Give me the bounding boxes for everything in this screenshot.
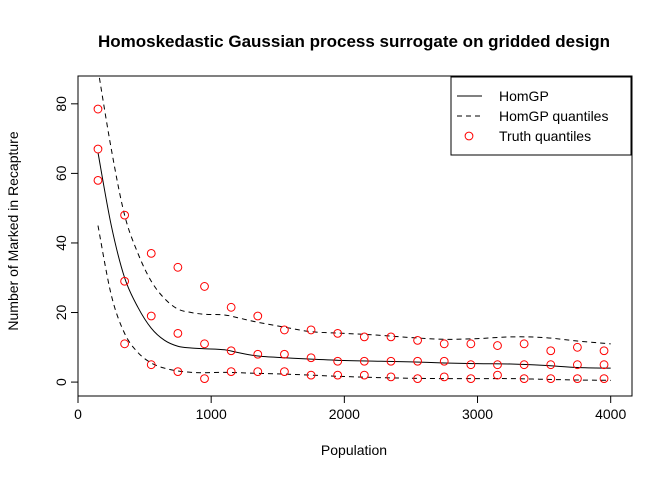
truth-quantile-point: [546, 374, 556, 384]
truth-quantile-point: [439, 372, 449, 382]
truth-quantile-point: [120, 210, 130, 220]
truth-quantile-point: [413, 335, 422, 345]
truth-quantile-point: [146, 360, 156, 370]
y-tick-label: 80: [53, 96, 69, 112]
truth-quantile-point: [200, 374, 209, 384]
truth-quantile-point: [572, 360, 582, 370]
truth-quantile-point: [546, 360, 556, 370]
legend-label: Truth quantiles: [499, 128, 591, 144]
truth-quantile-point: [386, 372, 396, 382]
truth-quantile-point: [93, 104, 103, 114]
truth-quantile-point: [466, 339, 476, 349]
truth-quantile-point: [359, 370, 369, 380]
y-tick-label: 40: [53, 235, 69, 251]
truth-quantile-point: [306, 353, 316, 363]
truth-quantile-point: [306, 325, 316, 335]
truth-quantile-point: [200, 339, 209, 349]
truth-quantile-point: [413, 356, 422, 366]
y-tick-label: 0: [53, 378, 69, 386]
truth-quantile-point: [599, 346, 609, 356]
truth-quantiles-points: [93, 104, 609, 384]
truth-quantile-point: [572, 342, 582, 352]
chart-title: Homoskedastic Gaussian process surrogate…: [98, 32, 610, 51]
truth-quantile-point: [599, 374, 609, 384]
plot-frame: [77, 75, 633, 397]
truth-quantile-point: [333, 356, 343, 366]
x-tick-label: 2000: [329, 406, 360, 422]
truth-quantile-point: [173, 367, 183, 377]
truth-quantile-point: [173, 262, 183, 272]
truth-quantile-point: [493, 370, 502, 380]
homgp-mean-line: [97, 152, 611, 369]
x-tick-label: 4000: [595, 406, 626, 422]
truth-quantile-point: [146, 248, 156, 258]
truth-quantile-point: [333, 328, 343, 338]
truth-quantile-point: [519, 374, 529, 384]
truth-quantile-point: [226, 346, 236, 356]
truth-quantile-point: [146, 311, 156, 321]
truth-quantile-point: [519, 339, 529, 349]
truth-quantile-point: [359, 356, 369, 366]
truth-quantile-point: [306, 370, 316, 380]
legend: HomGP HomGP quantiles Truth quantiles: [450, 76, 632, 156]
truth-quantile-point: [413, 374, 422, 384]
truth-quantile-point: [519, 360, 529, 370]
truth-quantile-point: [493, 341, 502, 350]
y-tick-label: 20: [53, 305, 69, 321]
legend-label: HomGP quantiles: [499, 108, 608, 124]
truth-quantile-point: [466, 360, 476, 370]
truth-quantile-point: [280, 349, 289, 359]
truth-quantile-point: [386, 356, 396, 366]
legend-label: HomGP: [499, 88, 549, 104]
truth-quantile-point: [226, 302, 236, 312]
truth-quantile-point: [359, 332, 369, 342]
truth-quantile-point: [93, 144, 103, 154]
truth-quantile-point: [599, 360, 609, 370]
truth-quantile-point: [439, 356, 449, 366]
truth-quantile-point: [466, 374, 476, 384]
truth-quantile-point: [546, 346, 556, 356]
truth-quantile-point: [386, 332, 396, 342]
legend-box: [450, 76, 632, 156]
x-tick-label: 1000: [196, 406, 227, 422]
truth-quantile-point: [200, 282, 209, 291]
y-tick-label: 60: [53, 165, 69, 181]
truth-quantile-point: [439, 339, 449, 349]
truth-quantile-point: [280, 367, 289, 377]
x-tick-label: 3000: [462, 406, 493, 422]
truth-quantile-point: [253, 367, 263, 377]
homgp-quantile-line-0: [98, 76, 611, 345]
truth-quantile-point: [493, 360, 502, 370]
legend-circle-swatch: [464, 131, 474, 141]
truth-quantile-point: [280, 325, 289, 335]
truth-quantile-point: [120, 339, 130, 349]
truth-quantile-point: [173, 328, 183, 338]
homgp-quantile-line-1: [97, 225, 611, 381]
truth-quantile-point: [333, 370, 343, 380]
x-tick-label: 0: [74, 406, 82, 422]
x-axis-label: Population: [321, 442, 387, 458]
truth-quantile-point: [120, 276, 130, 286]
truth-quantile-point: [253, 349, 263, 359]
truth-quantile-point: [572, 374, 582, 384]
truth-quantile-point: [253, 311, 263, 321]
truth-quantile-point: [93, 175, 103, 185]
y-axis-label: Number of Marked in Recapture: [5, 131, 21, 330]
truth-quantile-point: [226, 367, 236, 377]
